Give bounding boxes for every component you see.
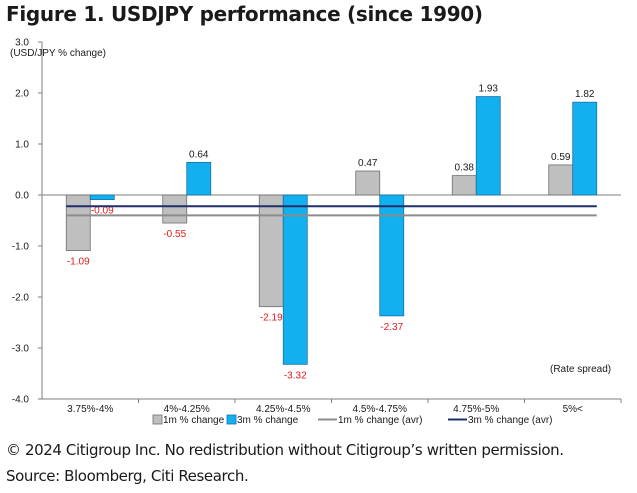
- y-tick-label: 2.0: [15, 89, 29, 100]
- data-label: -2.37: [380, 322, 403, 333]
- data-label: 1.82: [575, 89, 595, 100]
- y-tick-label: -2.0: [12, 293, 30, 304]
- data-label: -0.55: [163, 229, 186, 240]
- data-label: 0.64: [189, 149, 209, 160]
- bar-3m: [475, 96, 501, 196]
- data-label: 0.38: [455, 163, 475, 174]
- y-tick-label: 3.0: [15, 38, 29, 49]
- data-label: -1.09: [67, 257, 90, 268]
- bar-1m: [355, 170, 381, 196]
- data-label: -2.19: [260, 313, 283, 324]
- figure-title: Figure 1. USDJPY performance (since 1990…: [6, 2, 483, 26]
- bar-3m: [572, 101, 598, 196]
- x-tick-label: 5%<: [563, 404, 583, 415]
- x-tick-label: 4.25%-4.5%: [256, 404, 311, 415]
- bar-1m: [258, 194, 284, 308]
- data-label: -0.09: [91, 206, 114, 217]
- x-tick-label: 4.75%-5%: [453, 404, 499, 415]
- x-tick-label: 4.5%-4.75%: [353, 404, 408, 415]
- legend-swatch-bar: [152, 414, 163, 425]
- plot-area: 3.0 2.0 1.0 0.0 -1.0 -2.0 -3.0 -4.0 3.75%-4% 4%-4…: [12, 38, 622, 415]
- y-tick-label: 1.0: [15, 140, 29, 151]
- bar-chart: (USD/JPY % change) (Rate spread) 3.0 2.0 1…: [10, 38, 622, 426]
- x-axis-label: (Rate spread): [550, 364, 611, 375]
- bar-3m: [282, 194, 308, 365]
- chart-container: (USD/JPY % change) (Rate spread) 3.0 2.0 1…: [0, 32, 637, 437]
- bar-3m: [379, 194, 405, 317]
- x-tick-label: 4%-4.25%: [164, 404, 210, 415]
- y-tick-label: -1.0: [12, 242, 30, 253]
- chart-legend: 1m % change 3m % change 1m % change (avr) 3…: [152, 414, 552, 426]
- legend-label: 3m % change: [237, 415, 299, 426]
- data-label: -3.32: [284, 370, 307, 381]
- legend-label: 1m % change: [163, 415, 225, 426]
- copyright-notice: © 2024 Citigroup Inc. No redistribution …: [6, 441, 564, 459]
- bar-3m: [89, 194, 115, 200]
- bar-1m: [65, 194, 91, 251]
- y-tick-label: -3.0: [12, 344, 30, 355]
- y-axis-label: (USD/JPY % change): [10, 48, 106, 59]
- bar-1m: [451, 175, 477, 196]
- x-tick-label: 3.75%-4%: [67, 404, 113, 415]
- bar-1m: [162, 194, 188, 224]
- data-label: 0.59: [551, 152, 571, 163]
- y-tick-label: -4.0: [12, 395, 30, 406]
- data-label: 0.47: [358, 158, 378, 169]
- legend-label: 3m % change (avr): [468, 415, 552, 426]
- source-note: Source: Bloomberg, Citi Research.: [6, 467, 249, 485]
- bar-3m: [186, 161, 212, 196]
- legend-swatch-bar: [226, 414, 237, 425]
- bar-1m: [548, 164, 574, 196]
- legend-label: 1m % change (avr): [338, 415, 422, 426]
- data-label: 1.93: [479, 84, 499, 95]
- y-tick-label: 0.0: [15, 191, 29, 202]
